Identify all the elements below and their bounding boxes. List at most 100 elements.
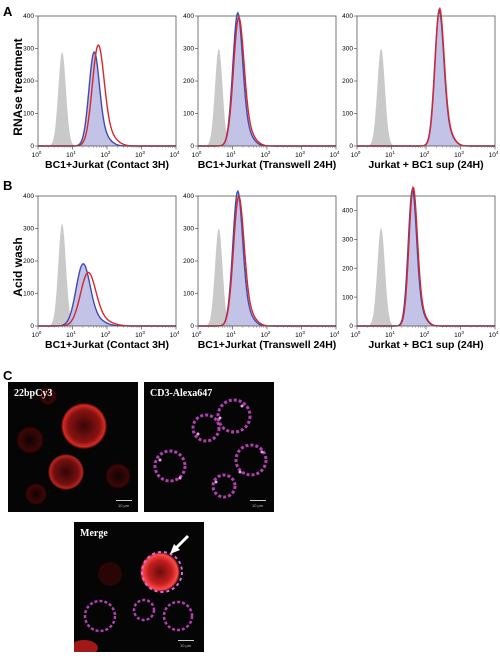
micrograph-cy3-label: 22bpCy3 — [14, 388, 53, 399]
x-axis-label: BC1+Jurkat (Transwell 24H) — [198, 159, 337, 171]
y-tick-label: 100 — [23, 291, 34, 298]
x-tick-label: 101 — [66, 150, 76, 159]
y-tick-label: 0 — [30, 143, 34, 150]
micrograph-alexa: CD3-Alexa647 10 μm — [144, 382, 274, 512]
x-axis-label: Jurkat + BC1 sup (24H) — [368, 339, 483, 351]
x-axis-label: BC1+Jurkat (Contact 3H) — [45, 159, 169, 171]
arrow-icon — [170, 534, 190, 554]
scalebar-merge — [178, 640, 194, 641]
y-tick-label: 200 — [183, 258, 194, 265]
x-tick-label: 100 — [351, 330, 361, 339]
scalebar-merge-text: 10 μm — [180, 643, 192, 648]
y-tick-label: 0 — [30, 323, 34, 330]
x-tick-label: 104 — [170, 330, 180, 339]
y-tick-label: 100 — [183, 291, 194, 298]
x-tick-label: 101 — [385, 150, 395, 159]
y-tick-label: 200 — [183, 78, 194, 85]
y-tick-label: 400 — [183, 193, 194, 200]
x-tick-label: 104 — [170, 150, 180, 159]
x-tick-label: 104 — [489, 330, 499, 339]
y-tick-label: 100 — [342, 111, 353, 118]
y-tick-label: 300 — [342, 46, 353, 53]
x-tick-label: 100 — [351, 150, 361, 159]
y-tick-label: 300 — [342, 237, 353, 244]
scalebar-alexa — [250, 500, 266, 501]
x-tick-label: 101 — [226, 330, 236, 339]
x-tick-label: 103 — [295, 330, 305, 339]
x-axis-label: BC1+Jurkat (Contact 3H) — [45, 339, 169, 351]
control-histogram — [198, 228, 336, 326]
x-tick-label: 101 — [66, 330, 76, 339]
scalebar-cy3 — [116, 500, 132, 501]
y-tick-label: 0 — [349, 143, 353, 150]
panel-letter-c: C — [3, 368, 13, 383]
y-tick-label: 200 — [342, 265, 353, 272]
y-tick-label: 300 — [183, 226, 194, 233]
micrograph-cy3: 22bpCy3 10 μm — [8, 382, 138, 512]
y-tick-label: 100 — [183, 111, 194, 118]
y-tick-label: 300 — [23, 46, 34, 53]
micrograph-cy3-image — [16, 387, 131, 505]
x-tick-label: 103 — [135, 330, 145, 339]
y-tick-label: 200 — [23, 78, 34, 85]
panel-letter-a: A — [3, 4, 13, 19]
x-tick-label: 102 — [101, 150, 111, 159]
x-tick-label: 104 — [489, 150, 499, 159]
x-tick-label: 102 — [101, 330, 111, 339]
y-tick-label: 300 — [23, 226, 34, 233]
y-tick-label: 400 — [342, 208, 353, 215]
scalebar-alexa-text: 10 μm — [252, 503, 264, 508]
y-tick-label: 400 — [23, 193, 34, 200]
x-tick-label: 104 — [330, 330, 340, 339]
blue-histogram-fill — [198, 191, 336, 326]
x-tick-label: 103 — [454, 330, 464, 339]
y-tick-label: 200 — [23, 258, 34, 265]
x-tick-label: 103 — [454, 150, 464, 159]
x-tick-label: 100 — [32, 150, 42, 159]
control-histogram — [38, 224, 176, 326]
y-tick-label: 0 — [190, 323, 194, 330]
micrograph-merge: Merge 10 μm — [74, 522, 204, 652]
x-tick-label: 100 — [32, 330, 42, 339]
x-tick-label: 100 — [192, 150, 202, 159]
x-tick-label: 100 — [192, 330, 202, 339]
y-tick-label: 0 — [190, 143, 194, 150]
x-tick-label: 102 — [261, 150, 271, 159]
control-histogram — [357, 228, 495, 326]
x-tick-label: 102 — [261, 330, 271, 339]
micrograph-merge-image — [74, 534, 194, 652]
scalebar-cy3-text: 10 μm — [118, 503, 130, 508]
x-tick-label: 103 — [135, 150, 145, 159]
control-histogram — [38, 52, 176, 146]
micrograph-alexa-label: CD3-Alexa647 — [150, 388, 213, 399]
x-axis-label: BC1+Jurkat (Transwell 24H) — [198, 339, 337, 351]
y-tick-label: 200 — [342, 78, 353, 85]
x-tick-label: 102 — [420, 330, 430, 339]
x-tick-label: 104 — [330, 150, 340, 159]
micrograph-merge-label: Merge — [80, 528, 108, 539]
x-tick-label: 101 — [385, 330, 395, 339]
x-tick-label: 103 — [295, 150, 305, 159]
x-tick-label: 101 — [226, 150, 236, 159]
y-tick-label: 400 — [23, 13, 34, 20]
micrograph-alexa-image — [153, 398, 268, 499]
y-tick-label: 100 — [23, 111, 34, 118]
y-tick-label: 0 — [349, 323, 353, 330]
x-tick-label: 102 — [420, 150, 430, 159]
y-tick-label: 400 — [183, 13, 194, 20]
y-tick-label: 100 — [342, 294, 353, 301]
blue-histogram-fill — [198, 12, 336, 146]
panel-letter-b: B — [3, 178, 13, 193]
y-tick-label: 300 — [183, 46, 194, 53]
control-histogram — [198, 48, 336, 146]
control-histogram — [357, 48, 495, 146]
blue-histogram-fill — [38, 263, 176, 326]
x-axis-label: Jurkat + BC1 sup (24H) — [368, 159, 483, 171]
y-tick-label: 400 — [342, 13, 353, 20]
